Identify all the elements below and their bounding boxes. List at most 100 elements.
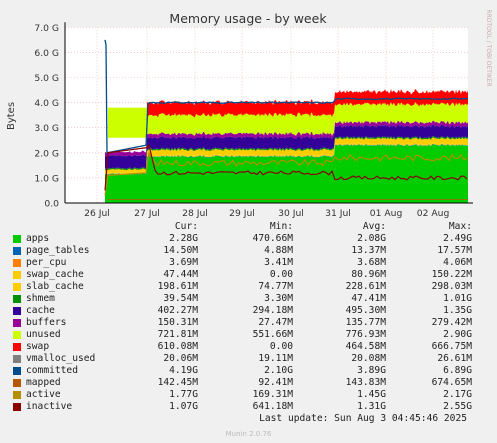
legend-cur: 14.50M (163, 245, 198, 256)
legend-row-committed: committed 4.19G 2.10G 3.89G 6.89G (13, 365, 483, 377)
legend-min: 0.00 (269, 341, 293, 352)
legend-max: 666.75M (431, 341, 472, 352)
legend-name: slab_cache (26, 281, 84, 292)
legend-max: 26.61M (437, 353, 472, 364)
legend-cur: 4.19G (169, 365, 198, 376)
y-tick-label: 6.0 G (34, 48, 59, 59)
x-tick-label: 27 Jul (134, 208, 160, 219)
y-tick-label: 4.0 G (34, 98, 59, 109)
legend-row-unused: unused 721.81M 551.66M 776.93M 2.90G (13, 329, 483, 341)
x-tick-label: 30 Jul (278, 208, 304, 219)
legend-avg: 3.68M (357, 257, 386, 268)
legend-max: 150.22M (431, 269, 472, 280)
legend-name: shmem (26, 293, 55, 304)
legend-min: 4.88M (264, 245, 293, 256)
legend-avg: 13.37M (351, 245, 386, 256)
header-min: Min: (269, 221, 293, 232)
legend-swatch (13, 295, 21, 303)
legend-row-shmem: shmem 39.54M 3.30M 47.41M 1.01G (13, 293, 483, 305)
legend-avg: 47.41M (351, 293, 386, 304)
legend-cur: 402.27M (157, 305, 198, 316)
legend-min: 74.77M (258, 281, 293, 292)
legend-cur: 610.08M (157, 341, 198, 352)
x-tick-label: 28 Jul (182, 208, 208, 219)
legend-min: 3.41M (264, 257, 293, 268)
legend-min: 2.10G (264, 365, 293, 376)
y-tick-label: 2.0 G (34, 148, 59, 159)
y-tick-label: 1.0 G (34, 173, 59, 184)
legend-max: 2.17G (443, 389, 472, 400)
rrdtool-watermark: RRDTOOL / TOBI OETIKER (485, 9, 492, 86)
x-tick-label: 29 Jul (229, 208, 255, 219)
legend-cur: 1.77G (169, 389, 198, 400)
legend-name: vmalloc_used (26, 353, 96, 364)
y-axis-label: Bytes (6, 102, 17, 130)
legend-avg: 776.93M (345, 329, 386, 340)
chart-lines (104, 39, 469, 200)
legend-cur: 150.31M (157, 317, 198, 328)
legend-row-swap: swap 610.08M 0.00 464.58M 666.75M (13, 341, 483, 353)
chart-areas (105, 89, 468, 203)
legend-avg: 1.45G (357, 389, 386, 400)
legend-swatch (13, 271, 21, 279)
legend-cur: 198.61M (157, 281, 198, 292)
legend-cur: 721.81M (157, 329, 198, 340)
legend-name: unused (26, 329, 61, 340)
legend-cur: 20.06M (163, 353, 198, 364)
legend-avg: 20.08M (351, 353, 386, 364)
legend-min: 3.30M (264, 293, 293, 304)
y-tick-label: 3.0 G (34, 123, 59, 134)
legend-cur: 2.28G (169, 233, 198, 244)
legend-cur: 47.44M (163, 269, 198, 280)
legend-min: 27.47M (258, 317, 293, 328)
legend-swatch (13, 235, 21, 243)
legend-swatch (13, 307, 21, 315)
legend-name: swap (26, 341, 50, 352)
last-update: Last update: Sun Aug 3 04:45:46 2025 (259, 413, 467, 424)
legend-name: per_cpu (26, 257, 67, 268)
legend-min: 0.00 (269, 269, 293, 280)
legend-row-swap-cache: swap_cache 47.44M 0.00 80.96M 150.22M (13, 269, 483, 281)
legend-name: apps (26, 233, 50, 244)
legend-swatch (13, 343, 21, 351)
legend-max: 6.89G (443, 365, 472, 376)
legend-row-cache: cache 402.27M 294.18M 495.30M 1.35G (13, 305, 483, 317)
x-tick-label: 01 Aug (370, 208, 403, 219)
legend-min: 294.18M (252, 305, 293, 316)
memory-chart: 0.0 1.0 G 2.0 G 3.0 G 4.0 G 5.0 G 6.0 G 7.0 G 26… (6, 9, 492, 219)
legend-max: 279.42M (431, 317, 472, 328)
legend-swatch (13, 259, 21, 267)
legend-row-active: active 1.77G 169.31M 1.45G 2.17G (13, 389, 483, 401)
legend-name: committed (26, 365, 78, 376)
legend-max: 1.35G (443, 305, 472, 316)
legend-avg: 228.61M (345, 281, 386, 292)
legend-max: 1.01G (443, 293, 472, 304)
legend-swatch (13, 367, 21, 375)
legend-min: 92.41M (258, 377, 293, 388)
legend-row-vmalloc-used: vmalloc_used 20.06M 19.11M 20.08M 26.61M (13, 353, 483, 365)
legend-max: 298.03M (431, 281, 472, 292)
y-tick-label: 0.0 (44, 199, 59, 210)
y-tick-label: 7.0 G (34, 23, 59, 34)
legend-swatch (13, 379, 21, 387)
legend-avg: 3.89G (357, 365, 386, 376)
legend-cur: 3.69M (169, 257, 198, 268)
legend-min: 470.66M (252, 233, 293, 244)
legend-avg: 464.58M (345, 341, 386, 352)
legend-row-mapped: mapped 142.45M 92.41M 143.83M 674.65M (13, 377, 483, 389)
legend-swatch (13, 319, 21, 327)
legend-row-buffers: buffers 150.31M 27.47M 135.77M 279.42M (13, 317, 483, 329)
legend-max: 2.49G (443, 233, 472, 244)
legend-avg: 135.77M (345, 317, 386, 328)
legend-min: 641.18M (252, 401, 293, 412)
legend-max: 2.55G (443, 401, 472, 412)
legend-avg: 495.30M (345, 305, 386, 316)
legend-row-page-tables: page_tables 14.50M 4.88M 13.37M 17.57M (13, 245, 483, 257)
legend-row-slab-cache: slab_cache 198.61M 74.77M 228.61M 298.03M (13, 281, 483, 293)
legend-min: 19.11M (258, 353, 293, 364)
x-tick-label: 31 Jul (325, 208, 351, 219)
legend-max: 2.90G (443, 329, 472, 340)
chart-title: Memory usage - by week (169, 11, 327, 26)
legend-row-apps: apps 2.28G 470.66M 2.08G 2.49G (13, 233, 483, 245)
legend-cur: 39.54M (163, 293, 198, 304)
